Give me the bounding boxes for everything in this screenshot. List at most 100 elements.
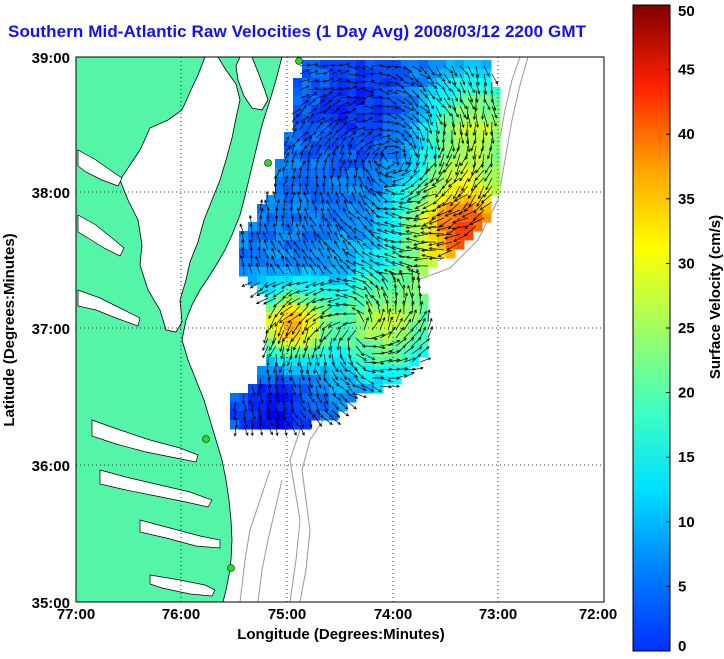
velocity-arrow bbox=[240, 246, 245, 259]
velocity-arrow bbox=[433, 153, 438, 168]
velocity-arrow bbox=[470, 137, 477, 152]
velocity-arrow bbox=[241, 238, 245, 251]
velocity-arrow bbox=[468, 193, 477, 208]
velocity-arrow bbox=[461, 177, 469, 192]
velocity-cell bbox=[338, 69, 348, 79]
velocity-arrow bbox=[264, 281, 277, 288]
velocity-cell bbox=[257, 384, 267, 394]
velocity-arrow bbox=[331, 409, 341, 418]
velocity-cell bbox=[446, 177, 456, 187]
velocity-arrow bbox=[354, 250, 365, 259]
velocity-arrow bbox=[427, 225, 445, 230]
velocity-cell bbox=[464, 150, 474, 160]
velocity-arrow bbox=[280, 254, 285, 267]
velocity-cell bbox=[293, 339, 303, 349]
velocity-cell bbox=[347, 105, 357, 115]
velocity-arrow bbox=[279, 337, 285, 353]
velocity-cell bbox=[437, 213, 447, 223]
velocity-cell bbox=[437, 195, 447, 205]
velocity-arrow bbox=[259, 281, 269, 292]
velocity-arrow bbox=[405, 237, 421, 243]
velocity-arrow bbox=[451, 137, 456, 153]
velocity-arrow bbox=[419, 137, 424, 151]
velocity-arrow bbox=[411, 89, 420, 99]
velocity-cell bbox=[356, 357, 366, 367]
velocity-cell bbox=[455, 96, 465, 106]
velocity-cell bbox=[338, 213, 348, 223]
velocity-cell bbox=[401, 321, 411, 331]
velocity-arrow bbox=[273, 174, 278, 187]
velocity-arrow bbox=[411, 129, 419, 140]
velocity-arrow bbox=[290, 393, 294, 405]
velocity-arrow bbox=[378, 178, 389, 187]
velocity-arrow bbox=[331, 93, 342, 99]
velocity-cell bbox=[338, 312, 348, 322]
velocity-arrow bbox=[438, 217, 453, 228]
velocity-arrow bbox=[275, 425, 279, 437]
velocity-arrow bbox=[386, 161, 397, 169]
velocity-cell bbox=[311, 231, 321, 241]
velocity-arrow bbox=[319, 281, 333, 286]
velocity-arrow bbox=[416, 185, 429, 194]
velocity-arrow bbox=[424, 145, 429, 159]
velocity-cell bbox=[284, 168, 294, 178]
velocity-cell bbox=[374, 348, 384, 358]
velocity-cell bbox=[284, 330, 294, 340]
velocity-cell bbox=[365, 213, 375, 223]
velocity-arrow bbox=[379, 377, 392, 382]
velocity-cell bbox=[338, 249, 348, 259]
velocity-arrow bbox=[363, 131, 373, 139]
velocity-arrow bbox=[378, 271, 389, 283]
velocity-cell bbox=[302, 150, 312, 160]
velocity-cell bbox=[302, 366, 312, 376]
velocity-arrow bbox=[301, 248, 309, 259]
velocity-cell bbox=[410, 258, 420, 268]
velocity-cell bbox=[464, 132, 474, 142]
velocity-cell bbox=[419, 96, 429, 106]
velocity-arrow bbox=[403, 97, 413, 106]
velocity-arrow bbox=[403, 73, 414, 80]
velocity-cell bbox=[239, 231, 249, 241]
velocity-cell bbox=[347, 240, 357, 250]
velocity-arrow bbox=[411, 105, 419, 116]
velocity-cell bbox=[473, 213, 483, 223]
velocity-arrow bbox=[275, 168, 281, 179]
velocity-cell bbox=[338, 330, 348, 340]
velocity-cell bbox=[410, 294, 420, 304]
velocity-cell bbox=[374, 249, 384, 259]
velocity-cell bbox=[338, 222, 348, 232]
velocity-cell bbox=[365, 186, 375, 196]
velocity-cell bbox=[410, 186, 420, 196]
velocity-cell bbox=[275, 204, 285, 214]
velocity-cell bbox=[419, 303, 429, 313]
velocity-cell bbox=[275, 267, 285, 277]
velocity-cell bbox=[302, 348, 312, 358]
velocity-cell bbox=[347, 258, 357, 268]
velocity-cell bbox=[338, 123, 348, 133]
velocity-arrow bbox=[339, 110, 350, 115]
velocity-arrow bbox=[395, 153, 400, 166]
velocity-cell bbox=[491, 132, 501, 142]
velocity-arrow bbox=[263, 329, 269, 344]
velocity-arrow bbox=[338, 166, 342, 179]
velocity-cell bbox=[374, 87, 384, 97]
velocity-cell bbox=[392, 312, 402, 322]
velocity-arrow bbox=[363, 111, 375, 116]
velocity-cell bbox=[401, 240, 411, 250]
velocity-arrow bbox=[481, 105, 485, 120]
velocity-arrow bbox=[267, 417, 274, 427]
velocity-cell bbox=[419, 186, 429, 196]
velocity-cell bbox=[347, 69, 357, 79]
velocity-arrow bbox=[352, 261, 365, 267]
velocity-cell bbox=[257, 276, 267, 286]
velocity-arrow bbox=[331, 78, 343, 83]
velocity-cell bbox=[320, 60, 330, 70]
velocity-arrow bbox=[405, 230, 421, 235]
velocity-cell bbox=[293, 177, 303, 187]
velocity-cell bbox=[302, 78, 312, 88]
velocity-cell bbox=[428, 150, 438, 160]
velocity-cell bbox=[410, 195, 420, 205]
velocity-cell bbox=[347, 60, 357, 70]
velocity-arrow bbox=[287, 313, 301, 323]
velocity-cell bbox=[365, 312, 375, 322]
